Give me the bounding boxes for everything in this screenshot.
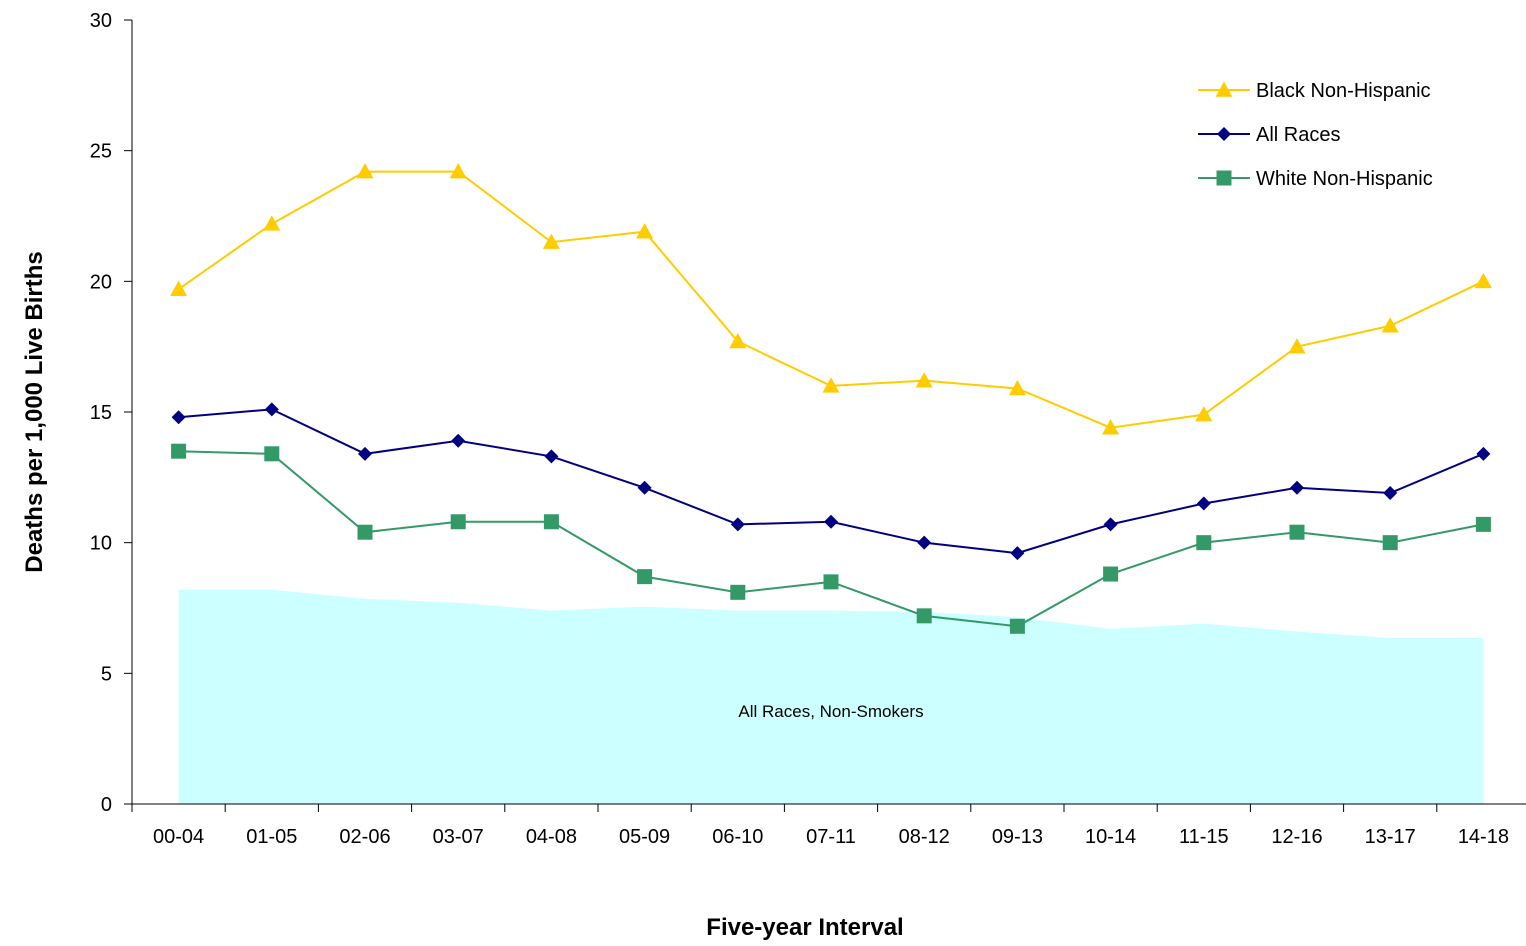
legend-label: White Non-Hispanic	[1256, 168, 1433, 190]
data-point	[915, 372, 933, 388]
legend-marker	[1216, 170, 1232, 186]
data-point	[822, 377, 840, 393]
data-point	[1196, 535, 1212, 551]
x-tick-label: 09-13	[992, 826, 1043, 848]
data-point	[171, 443, 187, 459]
data-point	[917, 535, 932, 550]
x-tick-label: 10-14	[1085, 826, 1136, 848]
x-tick-label: 03-07	[433, 826, 484, 848]
data-point	[1010, 546, 1025, 561]
data-point	[171, 410, 186, 425]
data-point	[636, 223, 654, 239]
legend-item-all-races: All Races	[1198, 124, 1340, 146]
x-tick-label: 04-08	[526, 826, 577, 848]
series-layer	[170, 163, 1492, 634]
y-tick-label: 0	[101, 794, 112, 816]
x-tick-label: 07-11	[806, 826, 856, 848]
data-point	[1008, 379, 1026, 396]
x-tick-label: 11-15	[1179, 826, 1229, 848]
data-point	[637, 569, 653, 585]
area-label: All Races, Non-Smokers	[738, 702, 923, 721]
data-point	[916, 608, 932, 624]
data-point	[358, 446, 372, 461]
data-point	[1196, 496, 1211, 511]
data-point	[1381, 317, 1399, 333]
data-point	[170, 280, 188, 296]
data-point	[637, 480, 652, 495]
series-all-races	[171, 402, 1491, 561]
data-point	[357, 524, 373, 540]
y-tick-label: 20	[90, 271, 112, 293]
data-point	[1475, 516, 1491, 532]
legend-marker	[1217, 127, 1231, 141]
data-point	[1103, 517, 1118, 532]
series-white-non-hispanic	[171, 443, 1491, 634]
data-point	[1476, 446, 1491, 461]
data-point	[449, 163, 467, 179]
non-smokers-area-layer: All Races, Non-Smokers	[178, 589, 1484, 804]
x-axis-title: Five-year Interval	[706, 914, 903, 941]
x-tick-label: 05-09	[619, 826, 670, 848]
axes: 0 5 10 15 20 25 30 00-04 01-05 02-06 03-07 04-08 05-…	[90, 10, 1526, 848]
y-tick-label: 5	[101, 663, 112, 685]
x-tick-label: 00-04	[153, 826, 204, 848]
data-point	[264, 402, 279, 417]
data-point	[543, 514, 559, 530]
data-point	[823, 574, 839, 590]
data-point	[1383, 486, 1398, 501]
legend-label: Black Non-Hispanic	[1256, 80, 1431, 102]
legend-label: All Races	[1256, 124, 1340, 146]
x-tick-label: 14-18	[1458, 826, 1509, 848]
y-axis-title: Deaths per 1,000 Live Births	[21, 251, 48, 572]
legend: Black Non-Hispanic All Races White Non-His…	[1198, 80, 1433, 190]
data-point	[1102, 419, 1120, 435]
x-tick-label: 08-12	[899, 826, 950, 848]
non-smokers-area	[178, 589, 1484, 804]
series-black-non-hispanic	[170, 163, 1492, 435]
data-point	[729, 332, 747, 349]
data-point	[1009, 618, 1025, 634]
data-point	[264, 446, 280, 462]
data-point	[1290, 480, 1304, 495]
y-tick-label: 30	[90, 10, 112, 32]
y-tick-label: 15	[90, 402, 112, 424]
data-point	[1195, 406, 1213, 422]
x-tick-label: 13-17	[1365, 826, 1416, 848]
data-point	[1103, 566, 1119, 582]
data-point	[544, 449, 559, 464]
data-point	[1288, 338, 1306, 354]
legend-item-black-non-hispanic: Black Non-Hispanic	[1198, 80, 1431, 102]
legend-marker	[1215, 81, 1233, 97]
x-tick-label: 12-16	[1271, 826, 1322, 848]
x-tick-label: 06-10	[712, 826, 763, 848]
y-tick-label: 25	[90, 141, 112, 163]
data-point	[542, 233, 560, 249]
data-point	[730, 584, 746, 600]
data-point	[1382, 535, 1398, 551]
legend-item-white-non-hispanic: White Non-Hispanic	[1198, 168, 1433, 190]
data-point	[1474, 272, 1492, 289]
data-point	[730, 517, 745, 532]
data-point	[263, 215, 281, 231]
data-point	[1289, 524, 1305, 540]
data-point	[356, 163, 374, 179]
x-tick-label: 01-05	[246, 826, 297, 848]
data-point	[451, 433, 466, 448]
x-tick-label: 02-06	[339, 826, 390, 848]
data-point	[450, 514, 466, 530]
y-tick-label: 10	[90, 533, 112, 555]
data-point	[824, 514, 838, 529]
